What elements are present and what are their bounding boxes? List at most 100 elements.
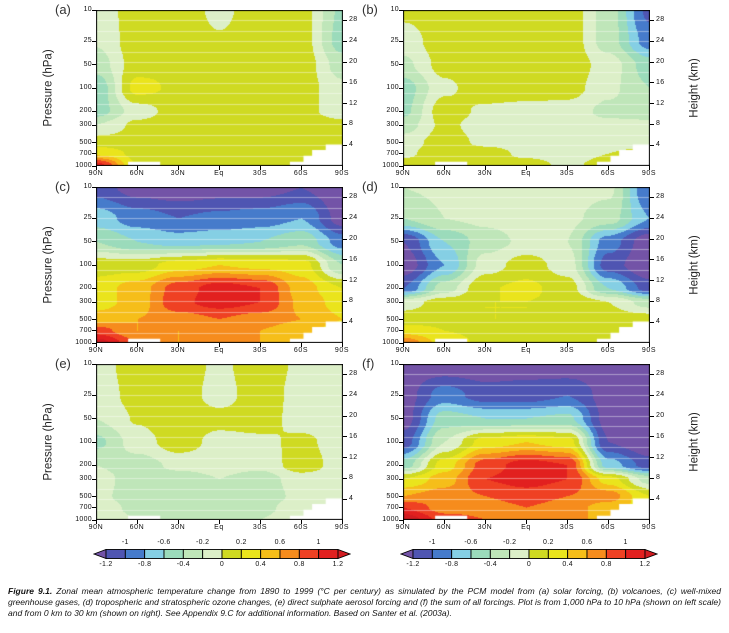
height-tick-label: 28 bbox=[656, 16, 665, 24]
latitude-tick-mark bbox=[137, 520, 138, 524]
figure-caption: Figure 9.1. Zonal mean atmospheric tempe… bbox=[8, 586, 721, 619]
height-tick-label: 12 bbox=[349, 276, 358, 284]
panel-a: (a) 10 25 50 100 200 300 500 700 1000 28 24 20 16 12 8… bbox=[55, 2, 357, 177]
latitude-tick-label: 30N bbox=[477, 347, 493, 354]
latitude-tick-mark bbox=[649, 343, 650, 347]
colorbar-lower-label: 1.2 bbox=[332, 561, 344, 568]
latitude-tick-label: 30S bbox=[559, 170, 575, 177]
latitude-tick-mark bbox=[485, 166, 486, 170]
height-tick-mark bbox=[343, 321, 347, 323]
colorbar-lower-label: -0.4 bbox=[176, 561, 190, 568]
colorbar-upper-label: -0.2 bbox=[196, 539, 210, 546]
latitude-tick-mark bbox=[403, 520, 404, 524]
pressure-tick-mark bbox=[399, 217, 403, 219]
latitude-tick-label: 60S bbox=[600, 524, 616, 531]
latitude-tick-label: 60S bbox=[600, 347, 616, 354]
panel-c-letter: (c) bbox=[55, 179, 71, 194]
height-axis-title-row3: Height (km) bbox=[689, 412, 701, 472]
pressure-tick-mark bbox=[399, 9, 403, 11]
latitude-tick-mark bbox=[301, 343, 302, 347]
height-tick-mark bbox=[650, 373, 654, 375]
pressure-tick-label: 1000 bbox=[75, 162, 92, 169]
latitude-tick-mark bbox=[301, 166, 302, 170]
pressure-tick-label: 25 bbox=[83, 37, 92, 45]
pressure-tick-label: 200 bbox=[386, 461, 399, 469]
latitude-tick-label: 30S bbox=[559, 347, 575, 354]
height-tick-label: 4 bbox=[656, 141, 661, 149]
latitude-tick-mark bbox=[567, 343, 568, 347]
height-tick-mark bbox=[343, 415, 347, 417]
pressure-tick-mark bbox=[92, 319, 96, 321]
height-tick-mark bbox=[650, 238, 654, 240]
pressure-tick-label: 100 bbox=[386, 261, 399, 268]
height-tick-label: 24 bbox=[349, 214, 358, 222]
height-tick-label: 28 bbox=[349, 370, 358, 378]
height-tick-mark bbox=[343, 457, 347, 459]
colorbar-upper-label: -1 bbox=[428, 539, 436, 546]
pressure-tick-label: 500 bbox=[79, 138, 92, 146]
latitude-tick-label: 30N bbox=[170, 524, 186, 531]
pressure-tick-label: 500 bbox=[79, 315, 92, 323]
latitude-tick-label: 90S bbox=[641, 524, 657, 531]
height-tick-label: 28 bbox=[656, 370, 665, 378]
pressure-tick-mark bbox=[92, 478, 96, 480]
pressure-tick-mark bbox=[399, 330, 403, 332]
pressure-tick-label: 10 bbox=[390, 6, 399, 13]
pressure-tick-label: 50 bbox=[390, 414, 399, 422]
pressure-tick-mark bbox=[399, 418, 403, 420]
contour-plot-e bbox=[96, 364, 343, 520]
colorbar-lower-label: 0.8 bbox=[601, 561, 612, 568]
height-tick-mark bbox=[343, 103, 347, 105]
pressure-tick-mark bbox=[399, 264, 403, 266]
latitude-tick-label: 90S bbox=[641, 170, 657, 177]
panel-f: (f) 10 25 50 100 200 300 500 700 1000 28 24 20 16 12 8… bbox=[362, 356, 664, 531]
pressure-tick-label: 500 bbox=[386, 492, 399, 500]
height-tick-mark bbox=[650, 394, 654, 396]
latitude-tick-mark bbox=[96, 166, 97, 170]
pressure-tick-mark bbox=[399, 496, 403, 498]
latitude-tick-label: 30S bbox=[252, 347, 268, 354]
height-tick-label: 24 bbox=[349, 37, 358, 45]
pressure-tick-mark bbox=[399, 87, 403, 89]
pressure-tick-mark bbox=[92, 519, 96, 521]
pressure-tick-label: 700 bbox=[386, 149, 399, 157]
height-tick-label: 20 bbox=[349, 412, 358, 419]
latitude-tick-label: Eq bbox=[214, 524, 224, 531]
height-tick-label: 20 bbox=[656, 235, 665, 242]
height-tick-label: 12 bbox=[349, 453, 358, 461]
height-axis-title-row1: Height (km) bbox=[689, 58, 701, 118]
panel-b-letter: (b) bbox=[362, 2, 378, 17]
contour-plot-d bbox=[403, 187, 650, 343]
latitude-tick-mark bbox=[444, 166, 445, 170]
pressure-tick-mark bbox=[92, 441, 96, 443]
colorbar-upper-label: 0.6 bbox=[581, 539, 593, 546]
latitude-tick-mark bbox=[342, 520, 343, 524]
pressure-tick-mark bbox=[399, 363, 403, 365]
height-tick-mark bbox=[650, 196, 654, 198]
panel-f-letter: (f) bbox=[362, 356, 375, 371]
panel-a-letter: (a) bbox=[55, 2, 71, 17]
height-tick-label: 28 bbox=[349, 16, 358, 24]
pressure-tick-label: 300 bbox=[79, 121, 92, 129]
latitude-tick-label: 90N bbox=[88, 524, 104, 531]
latitude-tick-label: 30N bbox=[477, 524, 493, 531]
latitude-tick-label: 60N bbox=[436, 347, 452, 354]
panel-d: (d) 10 25 50 100 200 300 500 700 1000 28 24 20 16 12 8… bbox=[362, 179, 664, 354]
pressure-tick-label: 100 bbox=[386, 438, 399, 445]
height-tick-mark bbox=[650, 103, 654, 105]
colorbar-lower-label: 0.4 bbox=[255, 561, 266, 568]
latitude-tick-mark bbox=[178, 520, 179, 524]
latitude-tick-mark bbox=[260, 520, 261, 524]
pressure-tick-mark bbox=[92, 9, 96, 11]
height-tick-label: 12 bbox=[656, 453, 665, 461]
pressure-tick-label: 10 bbox=[390, 360, 399, 367]
pressure-tick-label: 700 bbox=[79, 326, 92, 334]
latitude-tick-label: Eq bbox=[521, 347, 531, 354]
pressure-tick-mark bbox=[399, 40, 403, 42]
caption-text: Zonal mean atmospheric temperature chang… bbox=[8, 586, 721, 619]
height-tick-label: 24 bbox=[349, 391, 358, 399]
latitude-tick-label: 30N bbox=[170, 347, 186, 354]
colorbar-lower-label: 0 bbox=[526, 561, 532, 568]
latitude-tick-label: Eq bbox=[214, 347, 224, 354]
pressure-tick-label: 1000 bbox=[382, 516, 399, 523]
